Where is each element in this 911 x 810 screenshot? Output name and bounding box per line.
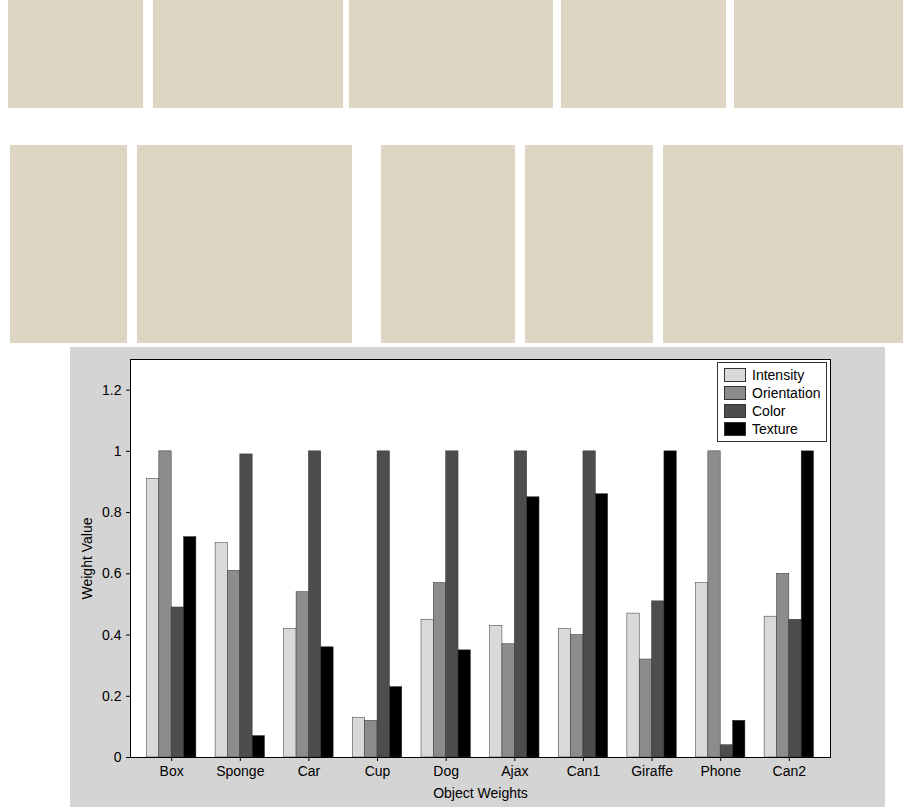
html-text:Orientation: Orientation <box>752 385 821 401</box>
svg-text:0: 0 <box>114 749 122 765</box>
html-text:Texture: Texture <box>752 421 798 437</box>
svg-text:Car: Car <box>298 763 321 779</box>
svg-text:0.4: 0.4 <box>102 627 122 643</box>
svg-text:0.2: 0.2 <box>102 688 122 704</box>
svg-text:Sponge: Sponge <box>216 763 264 779</box>
svg-text:0.6: 0.6 <box>102 565 122 581</box>
svg-text:0.8: 0.8 <box>102 504 122 520</box>
svg-text:Phone: Phone <box>700 763 741 779</box>
svg-text:Ajax: Ajax <box>501 763 528 779</box>
svg-text:Dog: Dog <box>433 763 459 779</box>
svg-text:Object Weights: Object Weights <box>433 785 528 801</box>
svg-text:Box: Box <box>160 763 184 779</box>
svg-text:Giraffe: Giraffe <box>631 763 673 779</box>
html-text:Intensity: Intensity <box>752 367 805 383</box>
svg-text:Can1: Can1 <box>567 763 601 779</box>
html-text:Color: Color <box>752 403 786 419</box>
svg-text:Weight Value: Weight Value <box>79 517 95 599</box>
svg-text:1.2: 1.2 <box>102 382 122 398</box>
svg-text:Can2: Can2 <box>773 763 807 779</box>
svg-text:1: 1 <box>114 443 122 459</box>
svg-text:Cup: Cup <box>365 763 391 779</box>
